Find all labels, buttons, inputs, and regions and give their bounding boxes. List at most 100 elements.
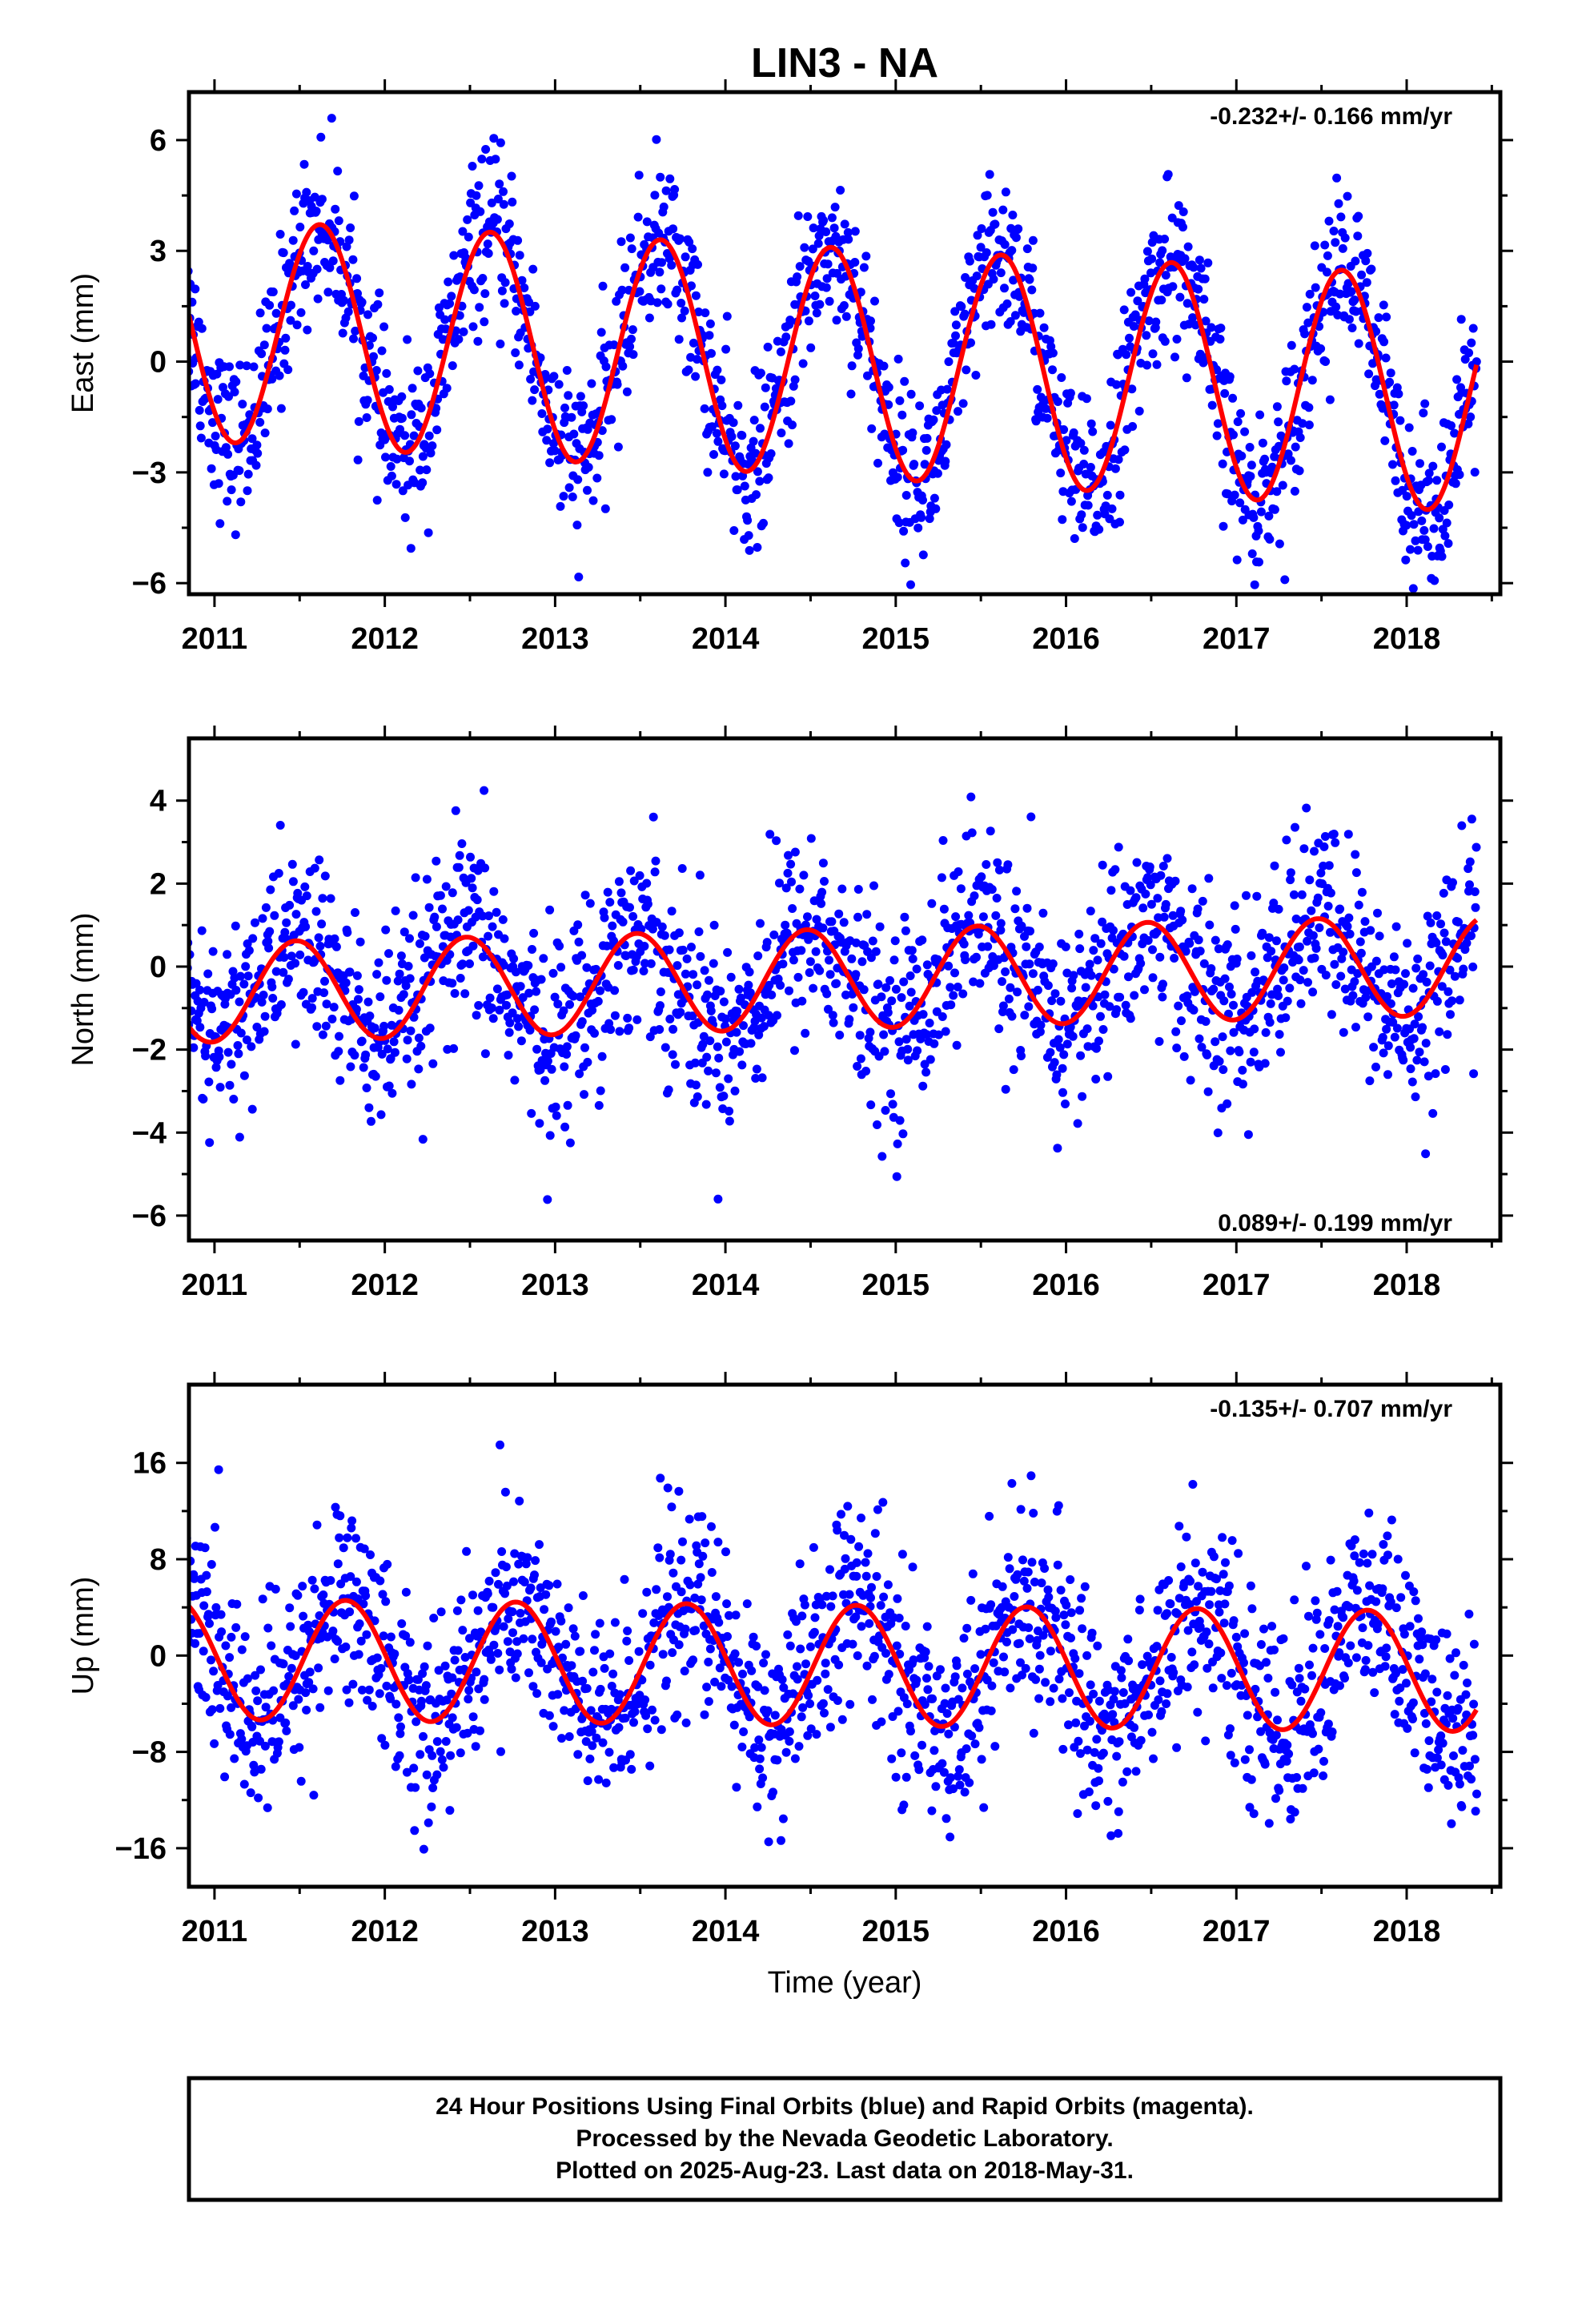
up-data-point (645, 1660, 655, 1670)
east-data-point (1381, 353, 1391, 363)
north-data-point (279, 953, 289, 962)
north-data-point (893, 1139, 902, 1148)
east-data-point (1048, 365, 1057, 375)
up-data-point (366, 1550, 375, 1559)
east-data-point (295, 223, 305, 231)
up-data-point (1243, 1711, 1252, 1720)
north-data-point (573, 920, 583, 930)
north-data-point (891, 984, 901, 994)
north-data-point (1419, 970, 1428, 979)
east-y-tick-label: 0 (150, 346, 167, 380)
north-data-point (610, 986, 620, 995)
up-data-point (878, 1498, 888, 1507)
up-data-point (203, 1610, 213, 1619)
north-data-point (504, 1051, 513, 1060)
up-data-point (834, 1660, 844, 1670)
up-data-point (362, 1630, 371, 1639)
north-data-point (456, 974, 465, 983)
north-data-point (1465, 880, 1474, 890)
east-data-point (242, 361, 251, 371)
up-data-point (1002, 1637, 1011, 1647)
east-data-point (403, 335, 412, 344)
north-data-point (560, 1122, 570, 1132)
north-data-point (1154, 1037, 1164, 1046)
north-data-point (1207, 964, 1216, 973)
north-data-point (1195, 1034, 1204, 1043)
north-data-point (1351, 868, 1361, 878)
north-data-point (952, 1040, 962, 1050)
north-data-point (406, 1026, 416, 1035)
north-data-point (970, 891, 979, 901)
north-data-point (1356, 948, 1366, 958)
up-data-point (1116, 1666, 1126, 1675)
north-data-point (820, 877, 829, 886)
east-data-point (1374, 313, 1383, 323)
north-data-point (1336, 971, 1346, 981)
up-data-point (1153, 1606, 1162, 1615)
north-data-point (234, 1049, 243, 1059)
north-data-point (693, 1092, 702, 1101)
north-data-point (395, 969, 404, 979)
up-data-point (450, 1655, 460, 1665)
north-data-point (801, 920, 810, 930)
up-data-point (1205, 1600, 1215, 1610)
up-data-point (544, 1581, 554, 1590)
up-data-point (1262, 1658, 1271, 1667)
north-data-point (259, 991, 268, 999)
up-data-point (861, 1571, 871, 1581)
north-data-point (994, 1024, 1004, 1034)
up-data-point (1098, 1748, 1108, 1758)
up-data-point (930, 1746, 939, 1755)
north-data-point (1246, 1057, 1255, 1067)
east-data-point (1307, 376, 1317, 385)
east-data-point (331, 204, 340, 214)
north-data-point (851, 938, 861, 947)
north-data-point (1443, 987, 1453, 996)
up-data-point (285, 1603, 295, 1613)
east-x-tick-label: 2013 (521, 622, 589, 656)
north-data-point (1054, 1035, 1063, 1044)
north-data-point (550, 992, 560, 1002)
up-data-point (391, 1699, 401, 1709)
north-data-point (1091, 1075, 1101, 1084)
north-data-point (623, 1013, 632, 1023)
up-data-point (1013, 1570, 1022, 1579)
north-data-point (900, 912, 909, 922)
north-data-point (502, 1000, 511, 1010)
north-data-point (726, 972, 736, 982)
east-data-point (1325, 395, 1335, 404)
east-data-point (918, 550, 928, 560)
up-data-point (998, 1582, 1007, 1591)
east-data-point (493, 195, 503, 203)
up-data-point (1087, 1628, 1097, 1638)
up-data-point (515, 1496, 524, 1506)
east-data-point (1025, 275, 1034, 284)
north-data-point (996, 926, 1006, 935)
east-data-points (189, 114, 1481, 593)
north-data-point (229, 1095, 239, 1104)
east-data-point (665, 174, 675, 183)
east-data-point (373, 300, 383, 309)
up-data-point (742, 1599, 752, 1609)
up-data-point (532, 1689, 542, 1699)
up-data-point (333, 1637, 343, 1646)
up-data-point (556, 1616, 566, 1626)
north-data-point (1186, 1076, 1195, 1085)
up-data-point (1226, 1751, 1235, 1760)
up-data-point (1066, 1608, 1076, 1618)
north-data-point (751, 1074, 761, 1083)
east-y-tick-label: −3 (132, 456, 167, 490)
east-data-point (1147, 238, 1157, 247)
north-data-point (1340, 984, 1350, 994)
up-data-point (1014, 1638, 1024, 1648)
up-data-point (308, 1684, 318, 1694)
north-data-point (512, 1014, 522, 1023)
up-data-point (912, 1675, 921, 1685)
north-data-point (1353, 969, 1363, 979)
north-data-point (1211, 1037, 1220, 1047)
up-data-point (263, 1623, 273, 1633)
up-data-point (908, 1562, 917, 1572)
up-data-point (220, 1772, 230, 1782)
north-data-point (448, 888, 457, 898)
east-data-point (231, 530, 240, 540)
